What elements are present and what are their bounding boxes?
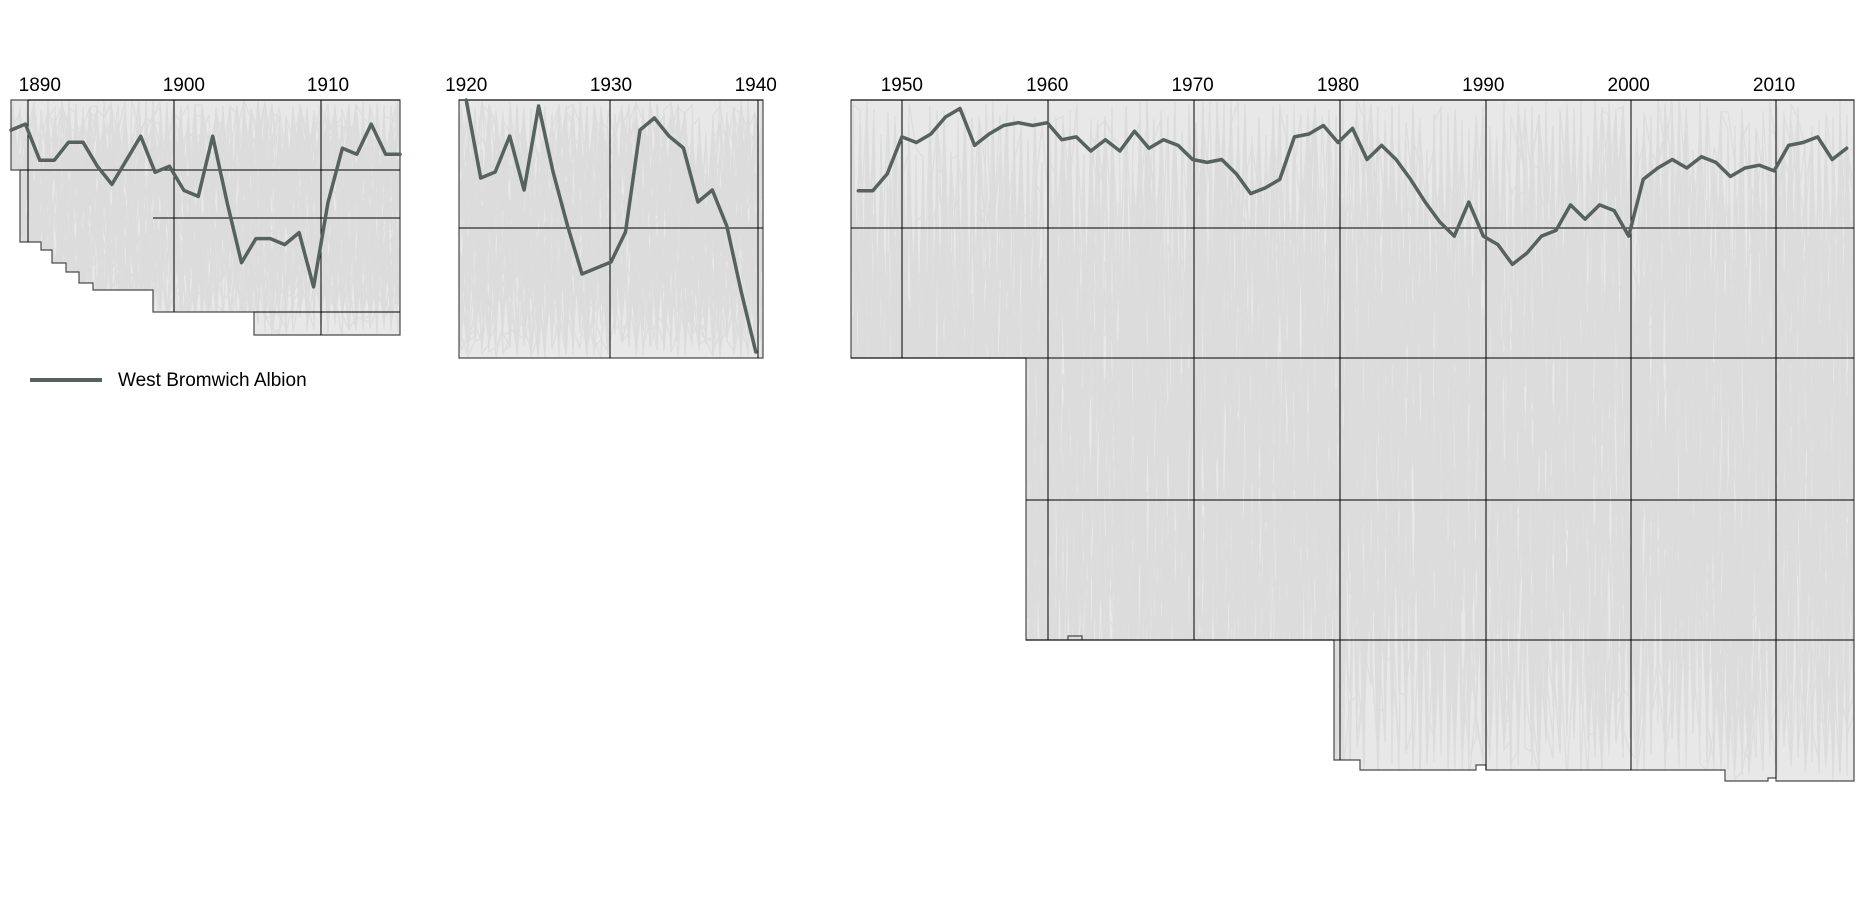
x-tick-label: 1890: [19, 75, 61, 96]
x-tick-label: 2010: [1753, 75, 1795, 96]
x-tick-label: 1980: [1317, 75, 1359, 96]
x-tick-label: 1950: [881, 75, 923, 96]
series-line-west-bromwich-albion: [856, 106, 1849, 267]
x-tick-label: 1930: [590, 75, 632, 96]
x-tick-label: 1990: [1462, 75, 1504, 96]
series-line-west-bromwich-albion: [9, 122, 402, 289]
x-tick-label: 1920: [445, 75, 487, 96]
series-line-west-bromwich-albion: [464, 98, 758, 354]
chart-panel-1: 1890 1900 1910: [9, 75, 402, 336]
x-tick-label: 1940: [735, 75, 777, 96]
background-lines: [459, 100, 763, 358]
x-tick-label: 1900: [163, 75, 205, 96]
chart-panels: 1890 1900 1910 1920 1930 1940 1950 1960 1970 1980…: [9, 75, 1855, 782]
background-lines: [11, 100, 400, 335]
x-tick-label: 1970: [1171, 75, 1213, 96]
x-tick-label: 1910: [307, 75, 349, 96]
band-outline: [10, 99, 401, 336]
x-tick-label: 2000: [1608, 75, 1650, 96]
legend: West Bromwich Albion: [30, 370, 307, 391]
chart-panel-2: 1920 1930 1940: [445, 75, 777, 359]
legend-label: West Bromwich Albion: [118, 370, 307, 391]
x-tick-label: 1960: [1026, 75, 1068, 96]
chart-panel-3: 1950 1960 1970 1980 1990 2000 2010: [850, 75, 1855, 782]
background-lines: [851, 100, 1854, 781]
